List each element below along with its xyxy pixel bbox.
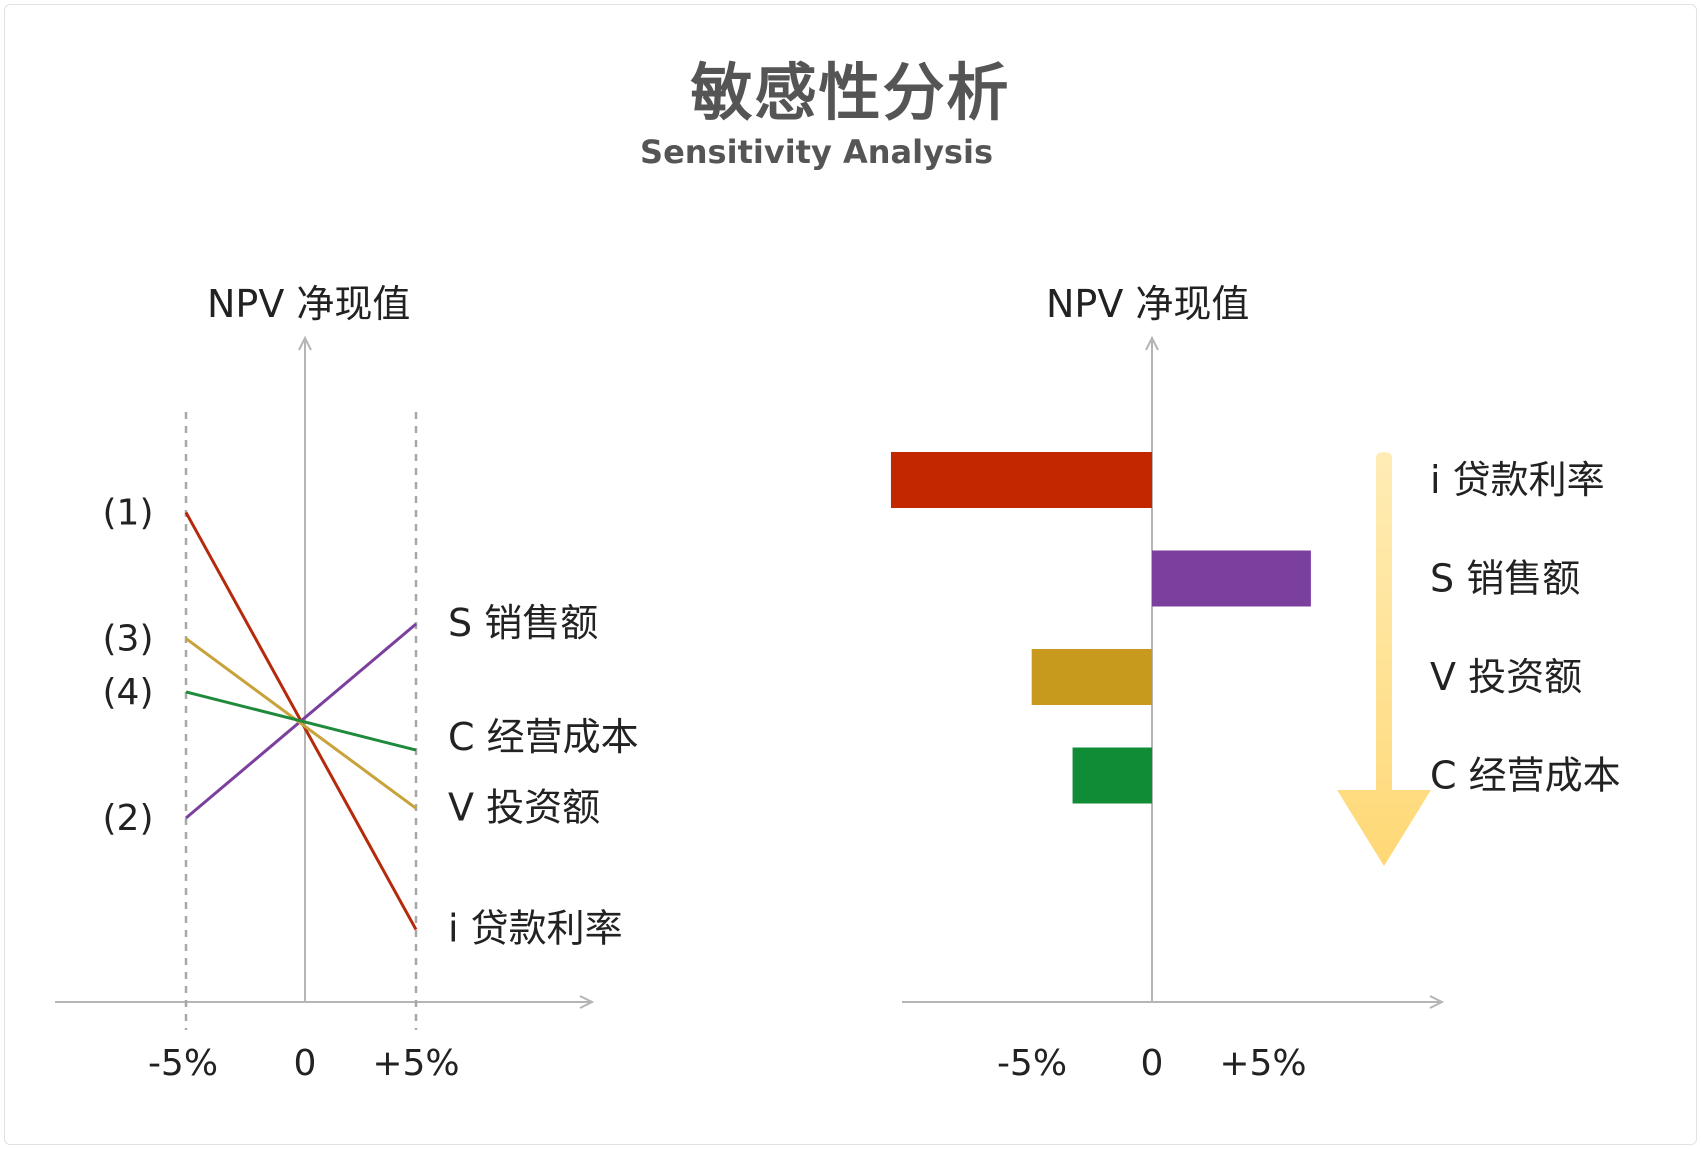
bar-label-1: S 销售额 — [1430, 557, 1580, 601]
line-chart-tick-zero: 0 — [294, 1043, 317, 1084]
bar-chart-tick-minus5: -5% — [997, 1043, 1067, 1084]
label-series-2: V 投资额 — [448, 785, 600, 829]
page-title: 敏感性分析 — [690, 56, 1011, 129]
line-chart-x-axis-arrow — [579, 995, 595, 1009]
page-subtitle: Sensitivity Analysis — [640, 133, 993, 171]
marker-series-0: (1) — [103, 492, 154, 533]
ranking-down-arrow — [1337, 452, 1431, 866]
marker-series-2: (3) — [103, 619, 154, 660]
line-chart-y-axis-arrow — [298, 335, 312, 351]
bar-chart-tick-plus5: +5% — [1219, 1043, 1306, 1084]
bar-3 — [1072, 747, 1152, 804]
marker-series-1: (2) — [103, 798, 154, 839]
line-chart-y-axis-label: NPV 净现值 — [207, 282, 410, 326]
label-series-0: i 贷款利率 — [448, 907, 623, 951]
bar-chart-y-axis-arrow — [1145, 335, 1159, 351]
bar-1 — [1152, 550, 1311, 607]
marker-series-3: (4) — [103, 672, 154, 713]
line-series-3 — [185, 690, 417, 752]
line-chart-tick-plus5: +5% — [372, 1043, 459, 1084]
bar-chart-y-axis-label: NPV 净现值 — [1046, 282, 1249, 326]
bar-label-2: V 投资额 — [1430, 655, 1582, 699]
bar-chart-x-axis-arrow — [1429, 995, 1445, 1009]
line-chart-tick-minus5: -5% — [148, 1043, 218, 1084]
bar-chart-tick-zero: 0 — [1141, 1043, 1164, 1084]
label-series-1: S 销售额 — [448, 601, 598, 645]
slide-frame — [4, 4, 1697, 1145]
bar-0 — [890, 452, 1152, 508]
bar-label-3: C 经营成本 — [1430, 754, 1621, 798]
bar-chart: NPV 净现值 i 贷款利率 S 销售额 V 投资额 C 经营成本 -5% 0 +5% — [890, 282, 1621, 1084]
label-series-3: C 经营成本 — [448, 715, 639, 759]
bar-label-0: i 贷款利率 — [1430, 458, 1605, 502]
line-series-2 — [185, 637, 417, 810]
line-chart: NPV 净现值 (1) i 贷款利率 (2) S 销售额 (3) V 投资额 (4) C 经营… — [55, 282, 639, 1084]
bar-2 — [1031, 649, 1152, 705]
